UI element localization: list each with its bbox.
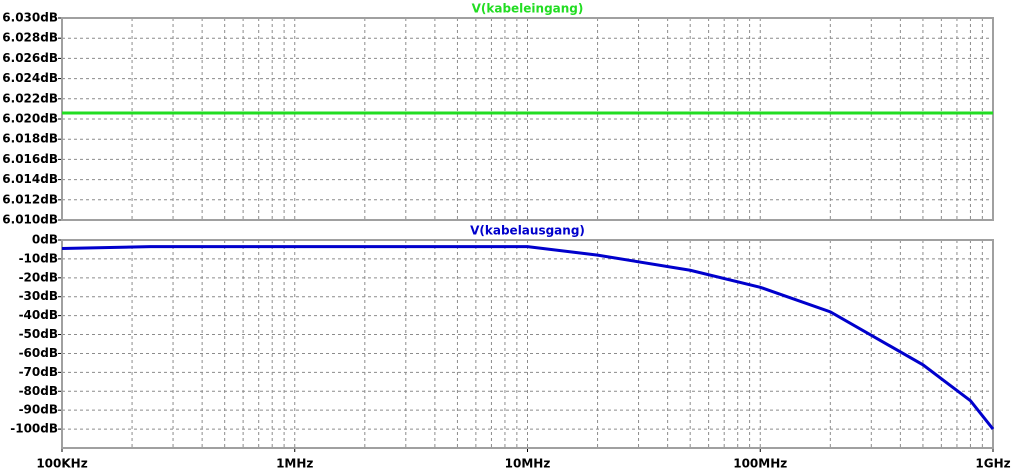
y-tick-label: -80dB [19, 384, 58, 398]
x-tick-label: 100KHz [36, 457, 87, 471]
y-tick-label: 6.010dB [2, 213, 58, 227]
y-tick-label: 6.018dB [2, 132, 58, 146]
y-tick-label: -60dB [19, 346, 58, 360]
plot-frame [61, 239, 994, 449]
y-tick-label: 6.028dB [2, 31, 58, 45]
y-tick-label: 6.022dB [2, 91, 58, 105]
y-tick-label: -30dB [19, 289, 58, 303]
y-tick-label: -70dB [19, 365, 58, 379]
x-tick-label: 1MHz [276, 457, 313, 471]
y-tick-label: 6.020dB [2, 112, 58, 126]
y-tick-label: 6.014dB [2, 172, 58, 186]
y-tick-label: 6.024dB [2, 71, 58, 85]
y-tick-label: -20dB [19, 270, 58, 284]
trace [61, 245, 995, 431]
y-tick-label: -90dB [19, 403, 58, 417]
y-tick-label: 6.026dB [2, 51, 58, 65]
y-tick-label: -100dB [10, 422, 58, 436]
y-tick-label: -50dB [19, 327, 58, 341]
plot-frame [61, 17, 994, 221]
y-tick-label: -10dB [19, 251, 58, 265]
y-tick-label: 0dB [32, 233, 58, 247]
y-tick-label: 6.030dB [2, 11, 58, 25]
trace-label: V(kabelausgang) [470, 224, 585, 238]
trace-label: V(kabeleingang) [472, 2, 584, 16]
y-tick-label: 6.012dB [2, 192, 58, 206]
y-tick-label: 6.016dB [2, 152, 58, 166]
x-tick-label: 100MHz [733, 457, 787, 471]
x-tick-label: 10MHz [505, 457, 551, 471]
y-tick-label: -40dB [19, 308, 58, 322]
x-tick-label: 1GHz [975, 457, 1010, 471]
